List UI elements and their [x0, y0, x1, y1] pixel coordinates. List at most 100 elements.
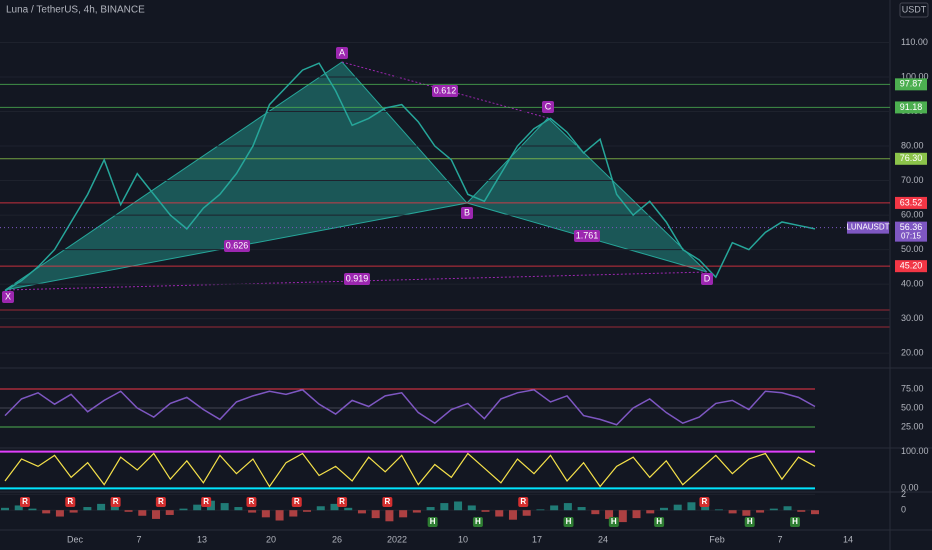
- macd-bar: [536, 509, 545, 511]
- level-label: 97.87: [900, 79, 923, 89]
- pattern-badge: [461, 207, 473, 219]
- divergence-badge: [155, 497, 166, 507]
- divergence-label: R: [520, 497, 526, 506]
- macd-bar: [632, 510, 641, 519]
- macd-bar: [399, 510, 408, 518]
- macd-bar: [550, 505, 559, 511]
- macd-bar: [728, 510, 737, 514]
- stoch-tick-label: 100.00: [901, 446, 929, 456]
- macd-bar: [811, 510, 819, 515]
- divergence-label: H: [611, 517, 617, 526]
- macd-bar: [385, 510, 394, 522]
- macd-bar: [522, 510, 531, 516]
- chart-title: Luna / TetherUS, 4h, BINANCE: [6, 5, 145, 16]
- macd-bar: [701, 505, 710, 511]
- macd-bar: [714, 509, 723, 511]
- level-label: 45.20: [900, 261, 923, 271]
- macd-bar: [577, 507, 586, 511]
- stoch-tick-label: 0.00: [901, 483, 919, 493]
- y-tick-label: 50.00: [901, 244, 924, 254]
- divergence-badge: [337, 497, 348, 507]
- macd-bar: [193, 504, 202, 511]
- macd-bar: [659, 507, 668, 511]
- pattern-point: D: [704, 273, 711, 283]
- x-tick-label: Feb: [709, 534, 725, 544]
- level-badge: [895, 260, 927, 273]
- divergence-label: R: [158, 497, 164, 506]
- macd-bar: [138, 510, 147, 516]
- divergence-label: R: [67, 497, 73, 506]
- divergence-badge: [110, 497, 121, 507]
- x-tick-label: 26: [332, 534, 342, 544]
- macd-bar: [289, 510, 298, 517]
- divergence-label: R: [22, 497, 28, 506]
- x-tick-label: 24: [598, 534, 608, 544]
- pattern-point: A: [339, 47, 345, 57]
- macd-bar: [179, 508, 188, 511]
- rsi-tick-label: 75.00: [901, 383, 924, 393]
- macd-bar: [357, 510, 366, 514]
- symbol-label: LUNAUSDT: [846, 223, 889, 232]
- pattern-xd: [4, 271, 708, 291]
- level-badge: [895, 152, 927, 165]
- macd-bar: [234, 507, 243, 511]
- ratio-label: 0.919: [346, 273, 369, 283]
- x-tick-label: 20: [266, 534, 276, 544]
- macd-bar: [69, 510, 78, 513]
- pattern-badge: [701, 273, 713, 285]
- divergence-badge: [790, 517, 800, 527]
- macd-bar: [508, 510, 517, 520]
- macd-bar: [28, 508, 37, 511]
- divergence-badge: [201, 497, 212, 507]
- macd-bar: [618, 510, 627, 523]
- divergence-badge: [65, 497, 76, 507]
- pattern-point: X: [5, 291, 11, 301]
- last-price-badge: [895, 221, 927, 242]
- macd-bar: [1, 507, 9, 511]
- macd-bar: [467, 505, 476, 511]
- price-line: [4, 62, 816, 292]
- pattern-point: C: [545, 101, 552, 111]
- divergence-badge: [246, 497, 257, 507]
- divergence-badge: [744, 517, 755, 527]
- ratio-label: 0.626: [226, 240, 249, 250]
- macd-bar: [454, 501, 463, 511]
- x-tick-label: 10: [458, 534, 468, 544]
- macd-bar: [563, 503, 572, 511]
- level-badge: [895, 196, 927, 209]
- y-tick-label: 80.00: [901, 140, 924, 150]
- macd-bar: [440, 503, 449, 511]
- level-badge: [895, 78, 927, 91]
- macd-bar: [110, 506, 119, 511]
- pattern-badge: [336, 47, 348, 59]
- macd-bar: [316, 506, 325, 511]
- macd-bar: [261, 510, 270, 518]
- macd-bar: [769, 508, 778, 511]
- macd-bar: [687, 502, 696, 511]
- y-tick-label: 70.00: [901, 175, 924, 185]
- ratio-badge: [224, 240, 250, 252]
- symbol-badge: [847, 221, 889, 234]
- divergence-label: H: [475, 517, 481, 526]
- ratio-label: 0.612: [434, 85, 457, 95]
- divergence-badge: [472, 517, 483, 527]
- divergence-badge: [699, 497, 710, 507]
- macd-bar: [124, 510, 133, 512]
- x-tick-label: 7: [777, 534, 782, 544]
- macd-bar: [152, 510, 161, 519]
- stoch-line: [4, 452, 816, 488]
- macd-bar: [797, 510, 806, 512]
- divergence-badge: [20, 497, 30, 507]
- macd-bar: [742, 510, 751, 516]
- macd-bar: [220, 503, 229, 511]
- macd-tick-label: 0: [901, 505, 906, 515]
- divergence-label: H: [792, 517, 798, 526]
- ratio-label: 1.761: [576, 230, 599, 240]
- level-label: 91.18: [900, 102, 923, 112]
- x-tick-label: 2022: [387, 534, 407, 544]
- divergence-label: R: [113, 497, 119, 506]
- macd-bar: [330, 503, 339, 511]
- macd-bar: [275, 510, 284, 521]
